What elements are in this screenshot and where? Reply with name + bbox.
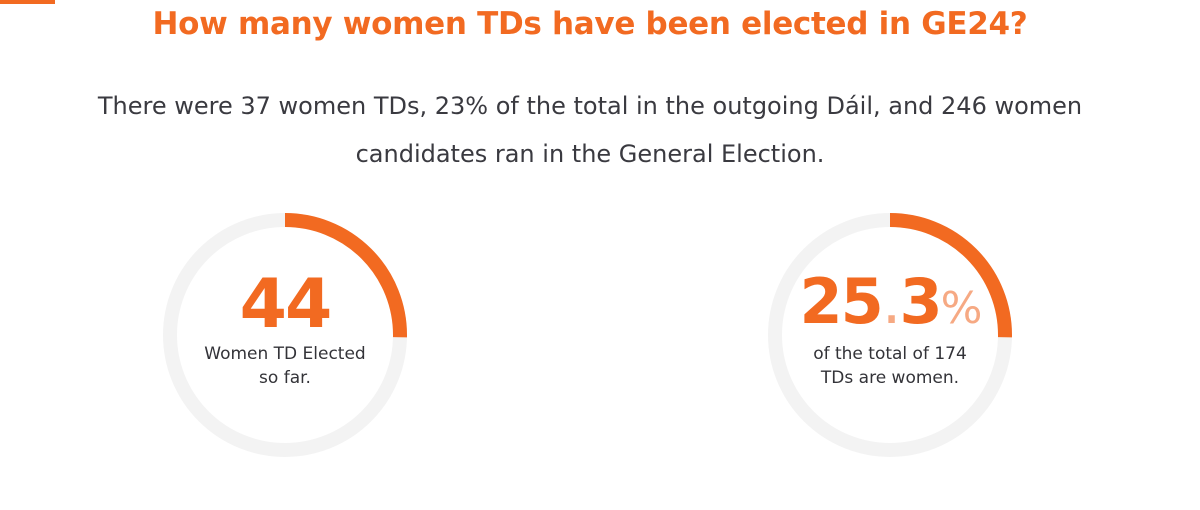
stat-women-elected: 44 Women TD Elected so far.	[160, 210, 410, 460]
page-title: How many women TDs have been elected in …	[152, 6, 1028, 42]
stat-value-number: 44	[239, 265, 333, 344]
stat-value-dot: .	[881, 265, 902, 338]
stat-caption-line: of the total of 174	[813, 344, 967, 364]
progress-ring-fill	[163, 213, 407, 457]
stat-caption-line: TDs are women.	[820, 368, 960, 388]
progress-ring	[768, 213, 1012, 457]
intro-paragraph: There were 37 women TDs, 23% of the tota…	[97, 92, 1083, 168]
stat-value-decimal: 3	[899, 265, 943, 338]
stat-caption-line: so far.	[259, 368, 311, 388]
stat-caption-line: Women TD Elected	[204, 344, 366, 364]
stat-value: 44	[160, 265, 410, 344]
corner-accent-bar	[0, 0, 55, 4]
progress-ring	[163, 213, 407, 457]
stat-value: 25.3%	[765, 265, 1015, 338]
stat-caption: of the total of 174 TDs are women.	[790, 342, 990, 390]
progress-ring-fill	[768, 213, 1012, 457]
stat-value-integer: 25	[799, 265, 884, 338]
stat-women-percentage: 25.3% of the total of 174 TDs are women.	[765, 210, 1015, 460]
stat-value-unit: %	[940, 283, 983, 334]
stat-caption: Women TD Elected so far.	[185, 342, 385, 390]
